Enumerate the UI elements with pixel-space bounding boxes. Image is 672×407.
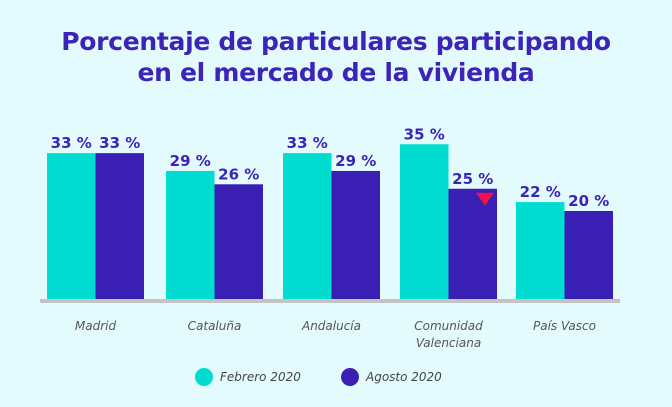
data-label: 29 %	[335, 152, 376, 170]
bar-agosto	[214, 184, 263, 300]
data-label: 29 %	[170, 152, 211, 170]
title-line-2: en el mercado de la vivienda	[137, 58, 535, 87]
bar-febrero	[166, 170, 215, 300]
legend-swatch	[195, 368, 213, 386]
bar-agosto	[564, 211, 613, 300]
x-tick-label: Valenciana	[416, 336, 481, 350]
data-label: 20 %	[568, 192, 609, 210]
bar-febrero	[283, 153, 332, 300]
data-label: 33 %	[99, 134, 140, 152]
x-tick-label: Comunidad	[414, 319, 483, 333]
data-label: 33 %	[287, 134, 328, 152]
data-label: 33 %	[51, 134, 92, 152]
baseline	[40, 299, 620, 303]
data-label: 25 %	[452, 170, 493, 188]
bar-febrero	[400, 144, 449, 300]
data-label: 35 %	[404, 125, 445, 143]
bar-agosto	[95, 153, 144, 300]
legend-label: Febrero 2020	[220, 370, 301, 384]
legend-swatch	[341, 368, 359, 386]
legend-label: Agosto 2020	[365, 370, 442, 384]
bar-febrero	[47, 153, 96, 300]
data-label: 26 %	[218, 165, 259, 183]
x-tick-label: Cataluña	[188, 319, 242, 333]
bar-agosto	[331, 170, 380, 300]
chart-title: Porcentaje de particulares participando …	[0, 26, 672, 88]
decrease-marker-icon	[476, 192, 494, 206]
x-tick-label: Madrid	[75, 319, 117, 333]
x-tick-label: Andalucía	[301, 319, 361, 333]
title-line-1: Porcentaje de particulares participando	[61, 27, 611, 56]
x-tick-label: País Vasco	[533, 319, 596, 333]
data-label: 22 %	[520, 183, 561, 201]
bar-agosto	[448, 188, 497, 300]
bar-febrero	[516, 202, 565, 300]
